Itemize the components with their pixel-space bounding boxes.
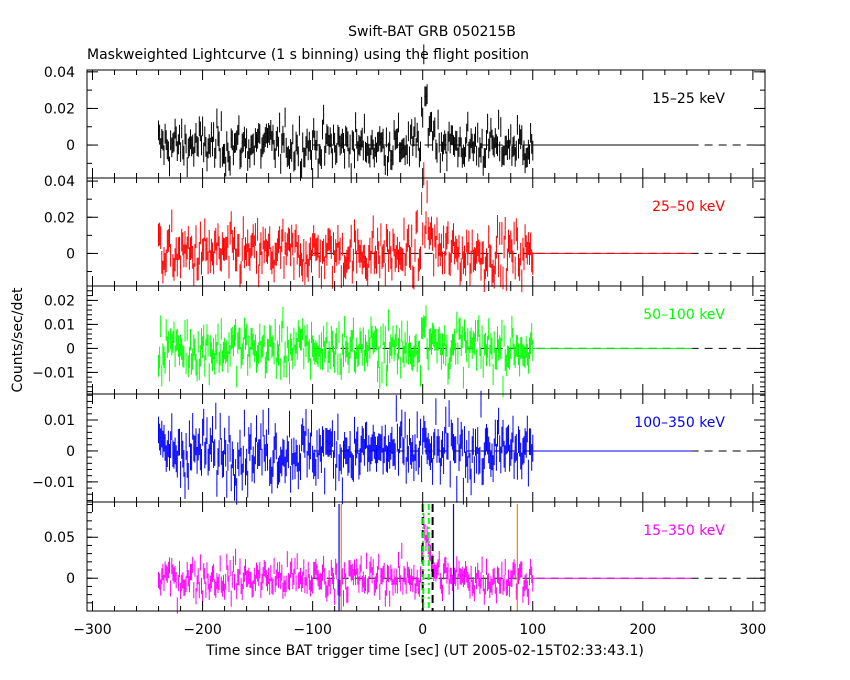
panel-100-350-kev: −0.01 0 0.01 100–350 keV (32, 390, 766, 505)
panel-frame (86, 501, 766, 612)
x-tick-label: 100 (519, 622, 546, 638)
chart-subtitle: Maskweighted Lightcurve (1 s binning) us… (87, 47, 529, 63)
lightcurve-series (158, 305, 534, 398)
y-tick-label: 0 (66, 571, 75, 587)
panel-15-25-kev: 0 0.02 0.04 15–25 keV (44, 44, 766, 184)
chart-title: Swift-BAT GRB 050215B (348, 24, 516, 40)
energy-band-label: 25–50 keV (652, 199, 725, 215)
y-tick-label: −0.01 (32, 475, 75, 491)
y-axis-label: Counts/sec/det (10, 287, 26, 392)
x-tick-label: 200 (629, 622, 656, 638)
y-tick-label: 0 (66, 246, 75, 262)
y-tick-label: 0.04 (44, 65, 75, 81)
y-tick-label: −0.01 (32, 365, 75, 381)
lightcurve-series (158, 162, 534, 293)
y-tick-label: 0.01 (44, 317, 75, 333)
energy-band-label: 15–350 keV (643, 523, 725, 539)
x-tick-label: −100 (293, 622, 331, 638)
energy-band-label: 50–100 keV (643, 307, 725, 323)
y-tick-label: 0.02 (44, 210, 75, 226)
y-tick-label: 0.01 (44, 413, 75, 429)
energy-band-label: 100–350 keV (634, 415, 725, 431)
x-tick-label: 0 (418, 622, 427, 638)
y-tick-label: 0.02 (44, 293, 75, 309)
lightcurve-series (158, 390, 534, 505)
x-axis-label: Time since BAT trigger time [sec] (UT 20… (205, 643, 644, 659)
y-tick-label: 0 (66, 341, 75, 357)
x-tick-label: −200 (183, 622, 221, 638)
y-tick-label: 0 (66, 138, 75, 154)
panel-15-350-kev: 0 0.05 15–350 keV (44, 501, 766, 614)
lightcurve-series (158, 512, 534, 614)
y-tick-label: 0.04 (44, 174, 75, 190)
lightcurve-series (158, 44, 534, 184)
panel-50-100-kev: −0.01 0 0.01 0.02 50–100 keV (32, 285, 766, 398)
y-tick-label: 0 (66, 444, 75, 460)
x-tick-label: 300 (740, 622, 767, 638)
y-tick-label: 0.05 (44, 530, 75, 546)
x-tick-label: −300 (73, 622, 111, 638)
energy-band-label: 15–25 keV (652, 91, 725, 107)
y-tick-label: 0.02 (44, 101, 75, 117)
panel-25-50-kev: 0 0.02 0.04 25–50 keV (44, 162, 766, 293)
panel-frame (86, 69, 766, 179)
panel-frame (86, 285, 766, 395)
